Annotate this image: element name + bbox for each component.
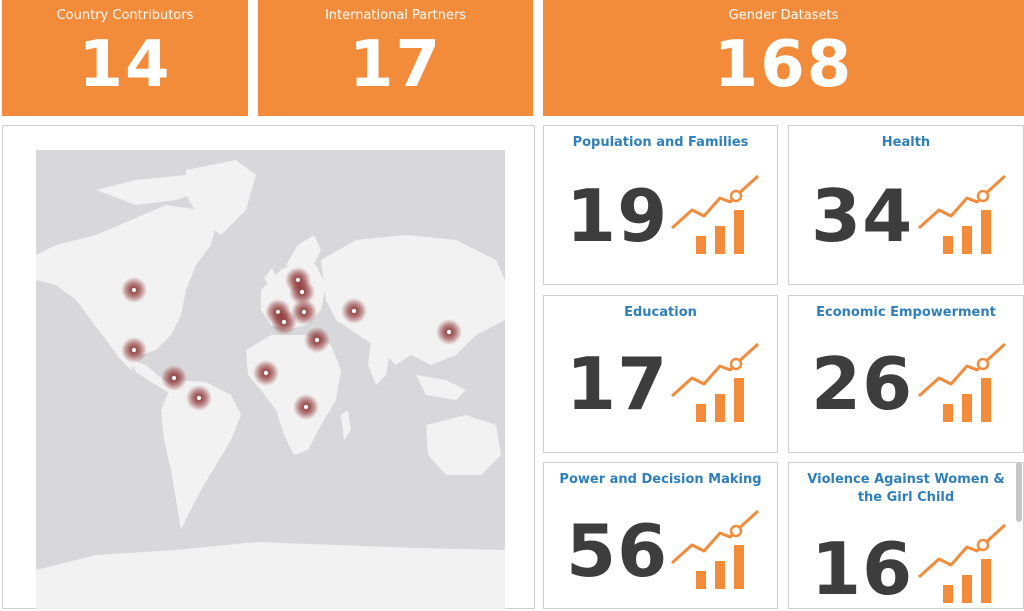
trend-chart-icon <box>670 509 760 589</box>
stat-value: 168 <box>713 28 854 102</box>
card-title: Population and Families <box>572 135 749 150</box>
trend-chart-icon <box>670 342 760 422</box>
card-value: 17 <box>566 342 669 426</box>
card-power-and-decision-making[interactable]: Power and Decision Making 56 <box>543 462 778 609</box>
trend-chart-icon <box>917 523 1007 603</box>
stat-label: Country Contributors <box>56 8 194 23</box>
card-title: Power and Decision Making <box>559 472 762 487</box>
card-title: Violence Against Women & the Girl Child <box>807 472 1005 505</box>
map-marker-icon[interactable] <box>293 394 319 420</box>
stat-value: 17 <box>348 28 443 102</box>
card-title: Health <box>881 135 931 150</box>
map-marker-icon[interactable] <box>121 337 147 363</box>
trend-chart-icon <box>917 342 1007 422</box>
map-marker-icon[interactable] <box>289 279 315 305</box>
scrollbar[interactable] <box>1016 462 1022 522</box>
stat-label: Gender Datasets <box>728 8 839 23</box>
card-value: 34 <box>811 174 914 258</box>
world-map-svg <box>36 160 505 610</box>
card-title: Education <box>624 305 697 320</box>
map-marker-icon[interactable] <box>186 385 212 411</box>
trend-chart-icon <box>917 174 1007 254</box>
map-marker-icon[interactable] <box>436 319 462 345</box>
map-marker-icon[interactable] <box>161 365 187 391</box>
card-violence-against-women[interactable]: Violence Against Women & the Girl Child … <box>788 462 1024 611</box>
card-population-and-families[interactable]: Population and Families 19 <box>543 125 778 285</box>
map-panel <box>2 125 535 610</box>
stat-value: 14 <box>78 28 172 102</box>
card-economic-empowerment[interactable]: Economic Empowerment 26 <box>788 295 1024 453</box>
map-marker-icon[interactable] <box>253 360 279 386</box>
card-health[interactable]: Health 34 <box>788 125 1024 285</box>
card-value: 19 <box>566 174 669 258</box>
stat-gender-datasets: Gender Datasets 168 <box>543 0 1024 116</box>
map-marker-icon[interactable] <box>271 309 297 335</box>
card-value: 56 <box>566 509 669 593</box>
stat-international-partners: International Partners 17 <box>258 0 533 116</box>
card-value: 26 <box>811 342 914 426</box>
map-marker-icon[interactable] <box>291 299 317 325</box>
map-markers <box>121 267 462 420</box>
stat-country-contributors: Country Contributors 14 <box>2 0 248 116</box>
card-title: Economic Empowerment <box>816 305 996 320</box>
world-map[interactable] <box>36 150 505 610</box>
stat-label: International Partners <box>324 8 467 23</box>
trend-chart-icon <box>670 174 760 254</box>
map-marker-icon[interactable] <box>304 327 330 353</box>
card-value: 16 <box>811 527 914 611</box>
map-marker-icon[interactable] <box>121 277 147 303</box>
card-education[interactable]: Education 17 <box>543 295 778 453</box>
map-marker-icon[interactable] <box>341 298 367 324</box>
